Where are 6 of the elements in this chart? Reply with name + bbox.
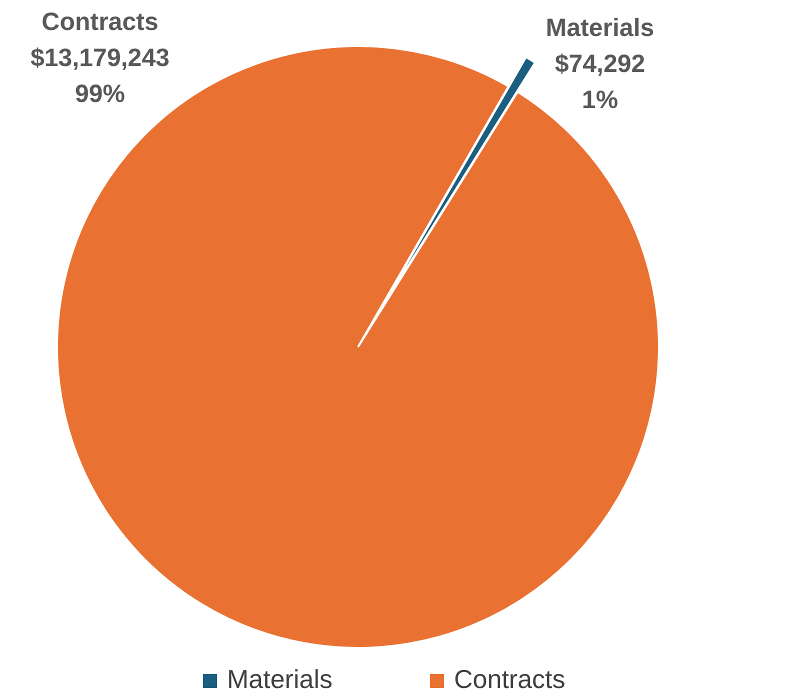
slice-label: Contracts: [42, 8, 158, 36]
data-label: $13,179,243 99%: [30, 44, 170, 108]
legend-label: Materials: [227, 664, 332, 694]
slice-label: Contracts: [454, 664, 566, 694]
slice-label: Materials: [546, 14, 654, 42]
data-label: $74,292 1%: [554, 50, 646, 114]
